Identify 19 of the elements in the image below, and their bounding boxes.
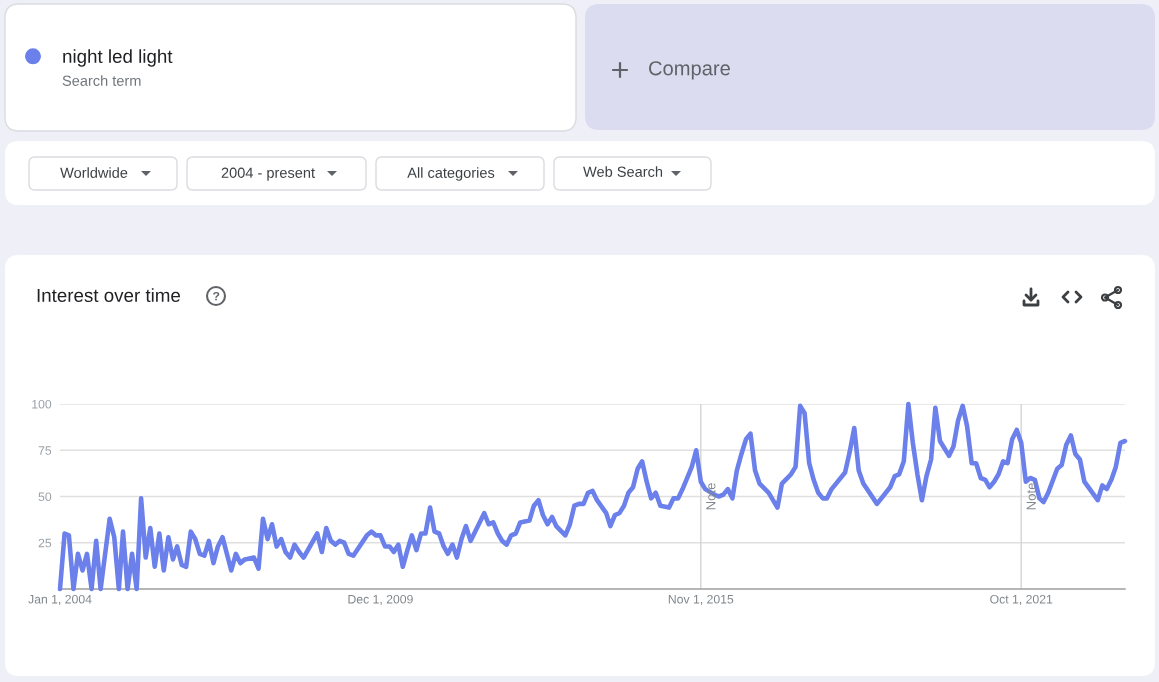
x-tick-label: Oct 1, 2021	[990, 594, 1053, 605]
y-tick-label: 75	[38, 446, 52, 455]
ref-line-label: Note	[706, 483, 716, 510]
text: Web Search	[583, 166, 663, 177]
y-tick-label: 50	[38, 492, 52, 502]
text: Worldwide	[60, 167, 128, 178]
legend-label: night led light	[63, 49, 173, 67]
y-tick-label: 100	[32, 399, 52, 409]
text: 2004 - present	[221, 167, 315, 181]
y-tick-label: 25	[38, 538, 52, 548]
text: Compare	[649, 61, 730, 80]
ref-line-label: Note	[1026, 483, 1036, 510]
x-tick-label: Dec 1, 2009	[348, 594, 413, 605]
x-tick-label: Nov 1, 2015	[668, 594, 734, 605]
text: All categories	[407, 167, 495, 181]
chart-title: Interest over time	[37, 288, 181, 303]
line-series	[57, 401, 1128, 592]
text: Search term	[62, 75, 141, 86]
x-tick-label: Jan 1, 2004	[28, 594, 92, 605]
